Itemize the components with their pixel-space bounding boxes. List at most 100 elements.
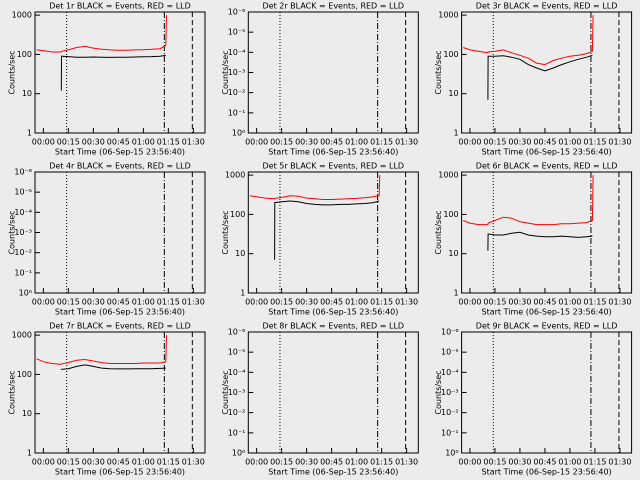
y-axis-label: Counts/sec [8,370,17,414]
y-tick-label: 10⁻¹ [228,428,246,437]
x-tick-label: 01:30 [608,458,631,467]
x-tick-label: 00:00 [245,138,268,147]
x-tick-label: 00:45 [320,458,343,467]
x-tick-label: 01:15 [370,138,393,147]
x-tick-label: 00:30 [508,298,531,307]
x-axis-label: Start Time (06-Sep-15 23:56:40) [55,148,185,157]
x-tick-label: 00:15 [483,458,506,467]
x-tick-label: 01:00 [558,458,581,467]
x-tick-label: 00:45 [107,458,130,467]
y-tick-label: 10 [235,249,245,258]
x-tick-label: 00:30 [295,458,318,467]
y-axis-label: Counts/sec [434,370,443,414]
y-tick-label: 100 [443,50,458,59]
x-tick-label: 00:00 [32,138,55,147]
x-tick-label: 00:45 [107,298,130,307]
x-tick-label: 01:30 [395,458,418,467]
x-tick-label: 01:15 [370,458,393,467]
y-tick-label: 1000 [438,171,458,180]
y-tick-label: 10⁻⁵ [228,28,246,37]
x-tick-label: 01:00 [132,138,155,147]
x-tick-label: 01:30 [182,298,205,307]
x-tick-label: 01:30 [608,298,631,307]
x-tick-label: 01:15 [583,458,606,467]
x-tick-label: 00:30 [508,458,531,467]
y-axis-label: Counts/sec [434,210,443,254]
x-tick-label: 00:30 [295,138,318,147]
y-tick-label: 1000 [12,331,32,340]
x-tick-label: 01:00 [345,138,368,147]
x-tick-label: 00:00 [32,458,55,467]
x-tick-label: 00:15 [57,298,80,307]
panel-title: Det 3r BLACK = Events, RED = LLD [476,2,618,11]
y-axis-label: Counts/sec [221,50,230,94]
y-tick-label: 10 [448,89,458,98]
y-tick-label: 100 [230,210,245,219]
x-tick-label: 00:15 [57,138,80,147]
y-tick-label: 10⁻² [441,408,459,417]
x-tick-label: 01:15 [583,298,606,307]
x-tick-label: 00:45 [533,458,556,467]
plot-frame [461,11,633,134]
x-tick-label: 00:45 [320,138,343,147]
y-tick-label: 1 [454,289,459,298]
y-tick-label: 10⁻⁴ [228,48,246,57]
x-tick-label: 01:15 [157,458,180,467]
plot-frame [461,171,633,294]
x-axis-label: Start Time (06-Sep-15 23:56:40) [482,308,612,317]
y-tick-label: 10⁻⁶ [441,328,459,337]
panel-title: Det 7r BLACK = Events, RED = LLD [49,322,191,331]
series-line [463,175,594,226]
y-tick-label: 10⁻³ [228,388,246,397]
x-axis-label: Start Time (06-Sep-15 23:56:40) [268,148,398,157]
y-tick-label: 10⁻⁴ [441,368,459,377]
y-tick-label: 10⁻¹ [14,268,32,277]
y-tick-label: 1000 [225,171,245,180]
x-tick-label: 00:00 [32,298,55,307]
y-tick-label: 10⁰ [232,129,245,138]
y-tick-label: 10⁻² [228,408,246,417]
y-tick-label: 1 [240,289,245,298]
y-tick-label: 10 [22,89,32,98]
y-tick-label: 10 [448,249,458,258]
y-axis-label: Counts/sec [221,210,230,254]
x-tick-label: 01:00 [345,298,368,307]
plot-frame [34,171,206,294]
plot-frame [34,331,206,454]
x-axis-label: Start Time (06-Sep-15 23:56:40) [268,468,398,477]
y-tick-label: 100 [443,210,458,219]
panel-title: Det 6r BLACK = Events, RED = LLD [476,162,618,171]
x-tick-label: 01:15 [157,138,180,147]
x-tick-label: 00:00 [458,138,481,147]
y-tick-label: 10⁰ [445,449,458,458]
x-tick-label: 00:00 [245,458,268,467]
panel-title: Det 2r BLACK = Events, RED = LLD [263,2,405,11]
x-tick-label: 00:15 [483,298,506,307]
y-tick-label: 1 [27,129,32,138]
y-tick-label: 10⁻⁴ [228,368,246,377]
x-tick-label: 00:45 [107,138,130,147]
x-tick-label: 01:00 [345,458,368,467]
series-line [36,15,167,53]
x-tick-label: 00:30 [82,458,105,467]
x-tick-label: 01:00 [132,298,155,307]
plot-frame [247,331,419,454]
x-tick-label: 00:30 [295,298,318,307]
y-tick-label: 10⁻¹ [441,428,459,437]
y-tick-label: 1000 [438,11,458,20]
x-tick-label: 00:30 [82,138,105,147]
x-axis-label: Start Time (06-Sep-15 23:56:40) [55,308,185,317]
plot-frame [461,331,633,454]
series-line [487,231,593,251]
y-tick-label: 10⁻¹ [228,108,246,117]
y-tick-label: 10⁻⁶ [228,8,246,17]
panel-title: Det 4r BLACK = Events, RED = LLD [49,162,191,171]
y-tick-label: 10 [22,409,32,418]
plot-frame [247,11,419,134]
series-line [487,54,593,100]
series-line [249,175,381,200]
x-tick-label: 01:30 [182,138,205,147]
x-tick-label: 00:30 [508,138,531,147]
y-tick-label: 10⁻⁵ [441,348,459,357]
x-tick-label: 01:30 [395,298,418,307]
